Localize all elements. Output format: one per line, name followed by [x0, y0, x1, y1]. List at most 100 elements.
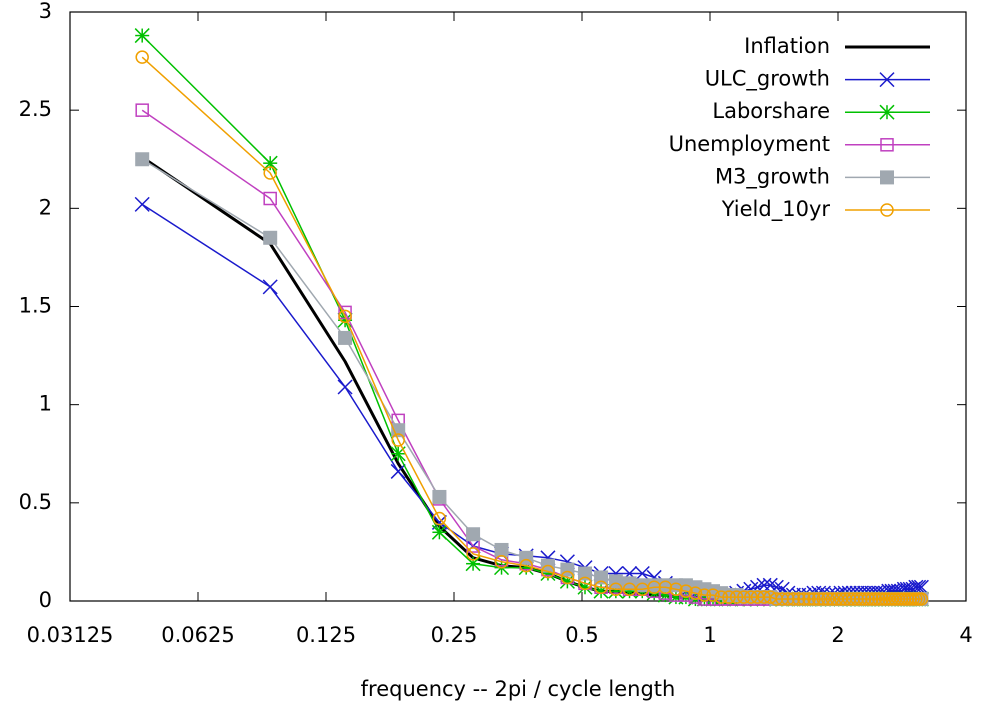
marker — [816, 592, 831, 606]
marker-shape — [875, 592, 889, 606]
marker — [135, 103, 149, 117]
marker — [658, 580, 673, 595]
marker-shape — [135, 50, 149, 64]
marker — [781, 592, 795, 606]
marker-shape — [775, 592, 789, 606]
marker — [821, 592, 835, 606]
marker — [262, 279, 278, 295]
x-tick-label: 1 — [703, 623, 716, 647]
marker — [729, 590, 744, 604]
marker-shape — [432, 511, 447, 526]
x-tick-label: 0.0625 — [161, 623, 234, 647]
marker — [134, 28, 150, 44]
legend-label: Unemployment — [669, 132, 830, 156]
marker — [786, 592, 801, 606]
marker-shape — [697, 588, 712, 602]
marker — [880, 138, 894, 152]
x-axis-label: frequency -- 2pi / cycle length — [361, 677, 676, 701]
marker-shape — [868, 592, 883, 606]
marker — [390, 446, 406, 462]
marker-stroke — [762, 577, 778, 593]
marker-shape — [850, 592, 864, 606]
marker — [872, 592, 886, 606]
marker — [797, 592, 811, 606]
marker — [791, 592, 806, 606]
marker — [465, 556, 481, 572]
marker — [679, 584, 693, 598]
marker — [744, 590, 758, 604]
marker-stroke — [634, 565, 650, 582]
marker-shape — [872, 592, 886, 606]
marker — [807, 592, 821, 606]
marker — [850, 592, 864, 606]
marker — [634, 565, 650, 582]
x-tick-label: 2 — [831, 623, 844, 647]
marker-shape — [391, 433, 405, 447]
marker-shape — [861, 592, 876, 606]
marker — [263, 191, 277, 206]
marker-shape — [781, 592, 795, 606]
marker — [880, 170, 894, 185]
marker — [391, 433, 405, 447]
series-line — [141, 156, 922, 601]
marker — [762, 577, 778, 593]
marker-shape — [466, 547, 480, 561]
marker — [879, 104, 895, 120]
marker — [706, 588, 720, 602]
marker-shape — [263, 230, 278, 245]
legend-label: Inflation — [744, 34, 830, 58]
marker — [714, 590, 728, 604]
marker-shape — [714, 590, 728, 604]
marker — [338, 330, 353, 345]
marker — [722, 590, 736, 604]
y-tick-label: 0.5 — [19, 490, 52, 514]
marker — [337, 379, 353, 395]
marker-shape — [609, 582, 623, 596]
marker — [737, 590, 751, 604]
marker-shape — [857, 592, 872, 606]
marker-shape — [880, 170, 894, 185]
x-tick-label: 0.5 — [565, 623, 598, 647]
marker — [432, 511, 447, 526]
marker-shape — [560, 570, 575, 585]
marker — [466, 547, 480, 561]
marker-shape — [669, 582, 683, 596]
marker — [854, 592, 868, 606]
x-tick-label: 0.25 — [431, 623, 478, 647]
marker-shape — [263, 191, 277, 206]
marker-shape — [688, 586, 703, 600]
marker — [697, 588, 712, 602]
marker — [135, 152, 150, 167]
marker-shape — [541, 564, 555, 579]
marker-shape — [594, 580, 608, 595]
marker — [865, 592, 879, 606]
marker — [647, 580, 661, 595]
marker-shape — [679, 584, 693, 598]
marker-shape — [786, 592, 801, 606]
marker-shape — [729, 590, 744, 604]
marker-shape — [865, 592, 879, 606]
marker-shape — [263, 166, 277, 180]
marker — [578, 566, 593, 581]
marker — [861, 592, 876, 606]
marker-shape — [797, 592, 811, 606]
marker-shape — [135, 103, 149, 117]
marker-shape — [338, 309, 352, 324]
marker-shape — [816, 592, 831, 606]
marker-shape — [432, 489, 447, 504]
marker — [811, 592, 826, 606]
y-tick-label: 0 — [39, 588, 52, 612]
marker-shape — [791, 592, 806, 606]
y-tick-label: 1.5 — [19, 294, 52, 318]
marker — [880, 203, 894, 217]
marker-stroke — [390, 463, 406, 479]
plot-frame — [69, 11, 967, 602]
marker — [519, 558, 533, 573]
marker — [494, 542, 509, 557]
marker — [338, 309, 352, 324]
marker — [541, 564, 555, 579]
y-tick-label: 2.5 — [19, 97, 52, 121]
x-tick-label: 0.125 — [296, 623, 356, 647]
marker — [802, 592, 816, 606]
marker-shape — [807, 592, 821, 606]
